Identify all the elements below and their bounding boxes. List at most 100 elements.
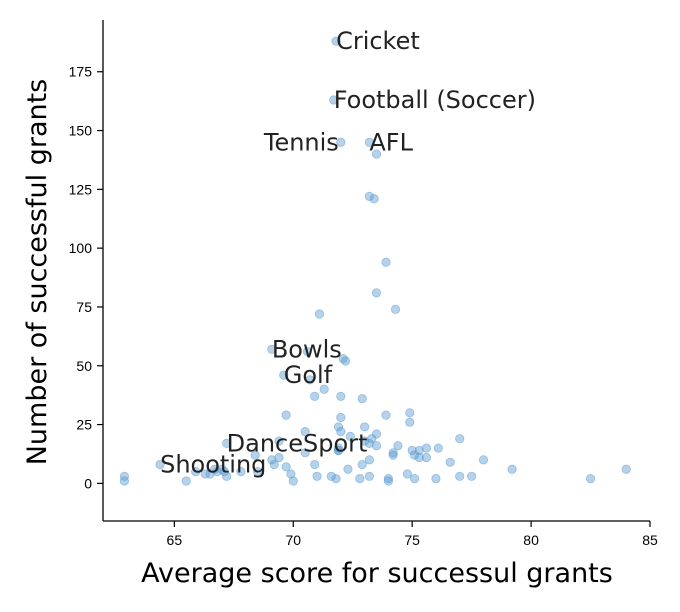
data-point [383,474,393,484]
data-point [155,459,165,470]
data-point [329,95,339,105]
data-point [431,474,441,484]
y-tick-label: 50 [76,358,92,374]
x-tick-label: 75 [404,532,420,548]
annotations-layer: Cricket Football (Soccer) Tennis AFL BowlsGo… [160,27,536,478]
data-point [300,448,310,458]
data-point [336,391,346,401]
data-point [269,459,279,470]
data-point [191,467,201,477]
data-point [402,469,413,479]
data-point [390,304,401,314]
y-tick-label: 100 [69,240,93,256]
point-annotation: Golf [284,361,333,389]
data-point [478,455,489,465]
data-point [336,427,346,437]
data-point [364,455,374,465]
x-tick-label: 65 [167,532,183,548]
axes-layer [102,20,650,522]
data-point [357,394,367,404]
data-point [433,443,443,453]
point-annotation: Football (Soccer) [334,86,536,114]
data-point [421,452,432,463]
data-point [326,471,336,481]
data-point [409,450,420,460]
data-point [345,431,355,441]
data-point [219,467,229,477]
y-tick-label: 175 [69,64,93,80]
data-point [205,469,215,479]
data-point [467,471,477,481]
data-point [421,443,432,453]
data-point [364,191,374,202]
data-point [381,410,391,420]
data-point [371,441,382,451]
data-point [314,309,325,319]
data-point [319,384,329,394]
data-point [200,469,210,479]
data-point [267,455,277,465]
x-tick-label: 70 [285,532,301,548]
point-annotation: AFL [369,128,413,156]
y-tick-label: 150 [69,123,93,139]
data-point [310,391,320,401]
data-point [367,434,377,444]
data-point [222,471,232,481]
data-point [281,410,291,420]
point-annotation: Cricket [336,27,420,55]
data-point [302,347,313,357]
data-point [407,445,417,456]
y-tick-label: 25 [76,417,92,433]
y-tick-label: 75 [76,299,92,315]
data-point [381,257,391,267]
point-annotation: Shooting [160,451,266,479]
data-point [371,429,382,439]
data-point [364,471,374,481]
data-point [388,448,398,458]
data-point [274,452,284,463]
data-point [252,467,263,477]
data-point [288,476,298,486]
data-point [340,356,351,366]
point-annotation: Tennis [263,128,339,156]
point-annotation: DanceSport [227,429,368,457]
data-point [222,438,232,448]
data-point [507,464,517,474]
data-point [388,450,398,460]
x-tick-label: 85 [642,532,658,548]
data-point [414,445,424,456]
data-point [445,457,455,467]
data-point [364,137,374,147]
data-point [331,474,341,484]
data-point [336,412,346,423]
point-annotation: Bowls [272,335,342,363]
data-point [371,288,382,298]
data-point [333,445,344,456]
y-tick-label: 125 [69,181,93,197]
data-point [236,467,246,477]
data-point [286,469,296,479]
data-point [455,471,465,481]
data-point [119,476,130,486]
data-point [383,476,393,486]
data-point [409,474,420,484]
data-point [212,467,222,477]
data-point [250,450,260,460]
data-point [300,427,310,437]
data-point [343,464,353,474]
data-point [621,464,631,474]
y-tick-label: 0 [84,475,92,491]
data-point [585,474,596,484]
data-point [267,344,277,354]
data-point [181,476,191,486]
data-point [305,375,315,385]
data-point [360,422,370,432]
x-axis-title: Average score for successul grants [141,558,613,589]
data-point [333,443,344,453]
data-point [119,471,130,481]
data-point [279,370,289,380]
data-point [369,194,379,204]
data-point [393,441,403,451]
data-point [331,36,341,46]
